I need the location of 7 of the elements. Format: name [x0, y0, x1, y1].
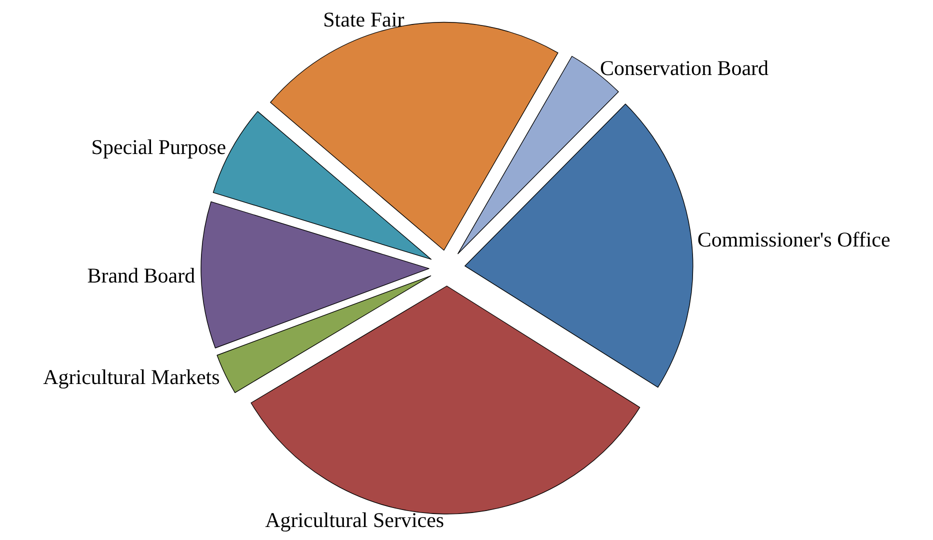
slice-label: Agricultural Services: [265, 508, 444, 532]
slice-label: Special Purpose: [91, 134, 226, 159]
slice-label: State Fair: [323, 8, 404, 32]
slice-label: Commissioner's Office: [697, 227, 890, 252]
slice-label: Brand Board: [87, 263, 196, 288]
slice-label: Agricultural Markets: [43, 364, 220, 389]
slice-label: Conservation Board: [600, 56, 770, 80]
